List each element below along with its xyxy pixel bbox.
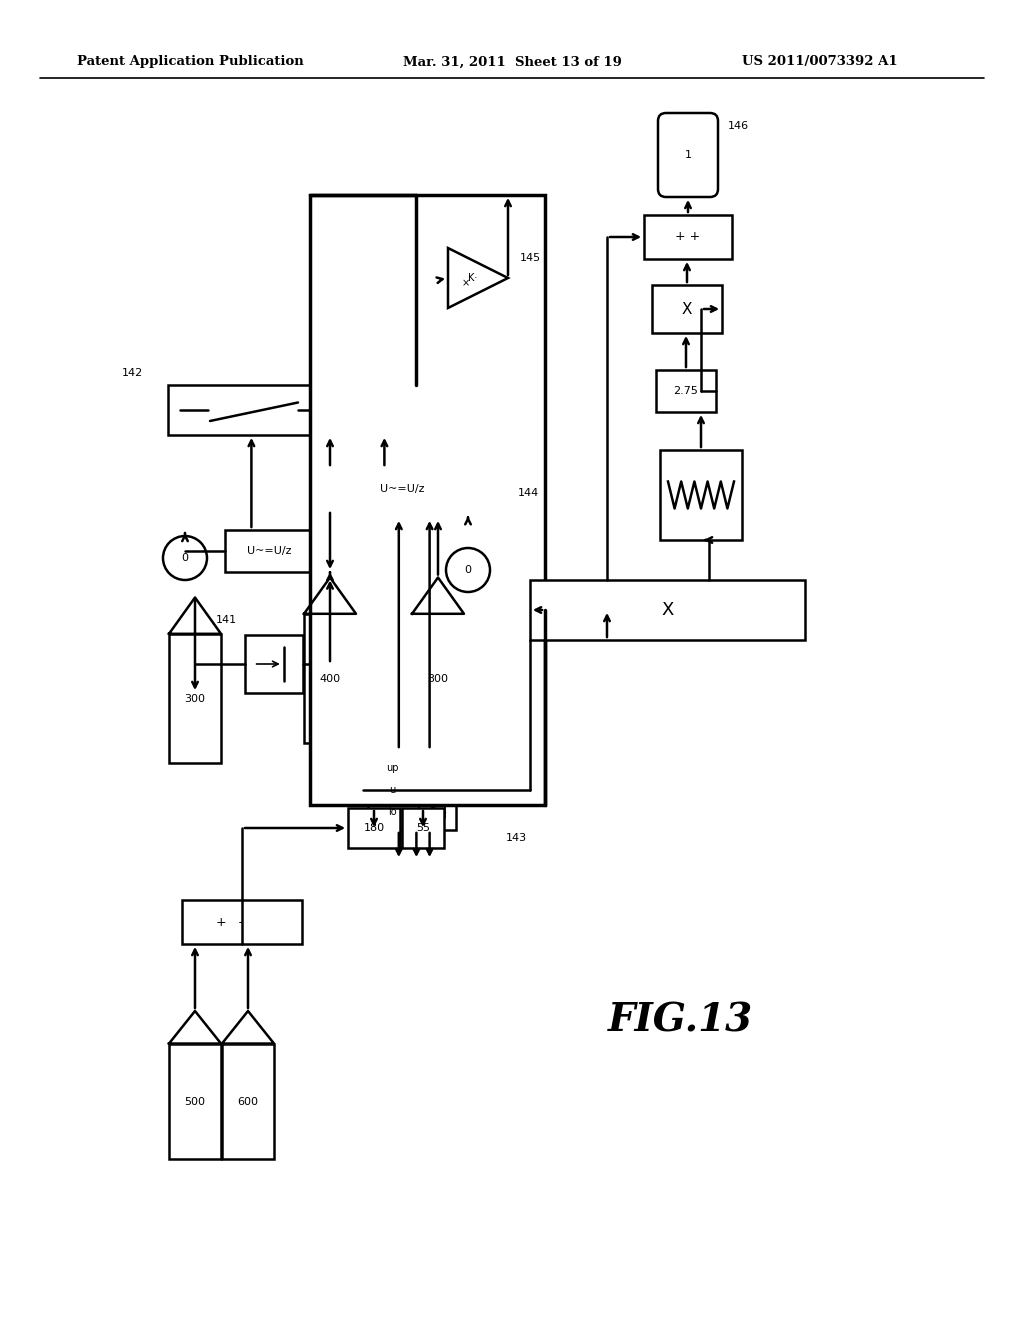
Text: 0: 0 (465, 565, 471, 576)
Bar (390, 469, 510, 517)
Text: 300: 300 (184, 694, 206, 705)
Text: 144: 144 (518, 488, 540, 498)
Text: K·: K· (468, 273, 477, 282)
Text: FIG.13: FIG.13 (607, 1001, 753, 1039)
Bar (225, 531, 313, 572)
Bar (402, 808, 444, 847)
Text: X: X (662, 601, 674, 619)
Text: +   -: + - (216, 916, 244, 928)
Text: 500: 500 (184, 1097, 206, 1107)
Text: 2.75: 2.75 (674, 385, 698, 396)
Text: u: u (389, 785, 395, 795)
Bar (652, 285, 722, 333)
Text: 142: 142 (122, 368, 143, 378)
Text: 55: 55 (416, 822, 430, 833)
Bar (169, 1044, 221, 1159)
Text: 0: 0 (181, 553, 188, 564)
Polygon shape (169, 1011, 221, 1044)
Text: U~=U/z: U~=U/z (380, 484, 424, 494)
Text: 400: 400 (319, 675, 341, 684)
Bar (168, 385, 416, 436)
Bar (304, 614, 356, 742)
Text: lo: lo (388, 808, 397, 817)
Text: ×: × (462, 279, 470, 288)
Bar (530, 579, 805, 640)
Bar (222, 1044, 274, 1159)
Text: Mar. 31, 2011  Sheet 13 of 19: Mar. 31, 2011 Sheet 13 of 19 (402, 55, 622, 69)
Bar (412, 614, 464, 742)
Polygon shape (449, 248, 508, 308)
Bar (310, 195, 545, 805)
Text: 600: 600 (238, 1097, 258, 1107)
Text: Patent Application Publication: Patent Application Publication (77, 55, 303, 69)
Text: 300: 300 (427, 675, 449, 684)
Text: 141: 141 (216, 615, 237, 624)
Bar (169, 634, 221, 763)
Bar (644, 215, 732, 259)
Text: X: X (682, 301, 692, 317)
Polygon shape (412, 578, 464, 614)
Text: 146: 146 (728, 121, 750, 131)
Text: 1: 1 (684, 150, 691, 160)
Text: 145: 145 (520, 253, 541, 263)
FancyBboxPatch shape (658, 114, 718, 197)
Polygon shape (304, 578, 356, 614)
Text: up: up (386, 763, 399, 772)
Bar (660, 450, 742, 540)
Bar (245, 635, 303, 693)
Polygon shape (169, 598, 221, 634)
Text: + +: + + (676, 231, 700, 243)
Text: 143: 143 (506, 833, 527, 843)
Bar (348, 808, 400, 847)
Polygon shape (222, 1011, 274, 1044)
Bar (358, 469, 446, 510)
Text: US 2011/0073392 A1: US 2011/0073392 A1 (742, 55, 898, 69)
Bar (368, 750, 456, 830)
Bar (182, 900, 302, 944)
Text: 180: 180 (364, 822, 385, 833)
Text: U~=U/z: U~=U/z (247, 546, 291, 556)
Bar (656, 370, 716, 412)
